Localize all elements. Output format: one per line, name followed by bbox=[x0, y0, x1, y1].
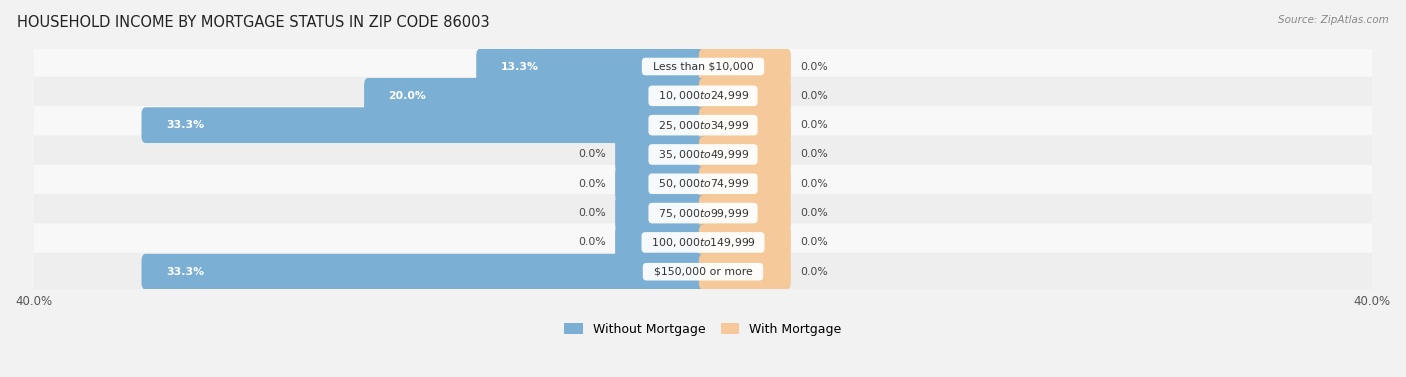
Text: 0.0%: 0.0% bbox=[800, 267, 828, 277]
FancyBboxPatch shape bbox=[364, 78, 707, 114]
FancyBboxPatch shape bbox=[699, 107, 790, 143]
Text: $10,000 to $24,999: $10,000 to $24,999 bbox=[652, 89, 754, 102]
FancyBboxPatch shape bbox=[699, 136, 790, 172]
Text: 0.0%: 0.0% bbox=[578, 179, 606, 189]
FancyBboxPatch shape bbox=[616, 225, 707, 260]
FancyBboxPatch shape bbox=[699, 225, 790, 260]
Text: 20.0%: 20.0% bbox=[388, 91, 426, 101]
FancyBboxPatch shape bbox=[14, 223, 1392, 262]
FancyBboxPatch shape bbox=[699, 195, 790, 231]
Text: 0.0%: 0.0% bbox=[800, 61, 828, 72]
Text: $100,000 to $149,999: $100,000 to $149,999 bbox=[645, 236, 761, 249]
FancyBboxPatch shape bbox=[616, 136, 707, 172]
FancyBboxPatch shape bbox=[14, 135, 1392, 173]
Text: 0.0%: 0.0% bbox=[800, 91, 828, 101]
FancyBboxPatch shape bbox=[477, 49, 707, 84]
Text: $25,000 to $34,999: $25,000 to $34,999 bbox=[652, 119, 754, 132]
Text: 0.0%: 0.0% bbox=[800, 120, 828, 130]
Text: 0.0%: 0.0% bbox=[578, 149, 606, 159]
FancyBboxPatch shape bbox=[699, 78, 790, 114]
FancyBboxPatch shape bbox=[699, 49, 790, 84]
FancyBboxPatch shape bbox=[14, 165, 1392, 203]
FancyBboxPatch shape bbox=[14, 77, 1392, 115]
FancyBboxPatch shape bbox=[616, 166, 707, 202]
Text: Source: ZipAtlas.com: Source: ZipAtlas.com bbox=[1278, 15, 1389, 25]
FancyBboxPatch shape bbox=[14, 194, 1392, 232]
FancyBboxPatch shape bbox=[699, 166, 790, 202]
FancyBboxPatch shape bbox=[142, 254, 707, 290]
Text: $35,000 to $49,999: $35,000 to $49,999 bbox=[652, 148, 754, 161]
Text: 0.0%: 0.0% bbox=[800, 179, 828, 189]
FancyBboxPatch shape bbox=[616, 195, 707, 231]
Legend: Without Mortgage, With Mortgage: Without Mortgage, With Mortgage bbox=[564, 323, 842, 336]
Text: $150,000 or more: $150,000 or more bbox=[647, 267, 759, 277]
FancyBboxPatch shape bbox=[14, 106, 1392, 144]
FancyBboxPatch shape bbox=[142, 107, 707, 143]
Text: 33.3%: 33.3% bbox=[166, 120, 204, 130]
FancyBboxPatch shape bbox=[14, 48, 1392, 86]
Text: 0.0%: 0.0% bbox=[578, 208, 606, 218]
Text: 33.3%: 33.3% bbox=[166, 267, 204, 277]
Text: 13.3%: 13.3% bbox=[501, 61, 538, 72]
Text: 0.0%: 0.0% bbox=[800, 208, 828, 218]
Text: $50,000 to $74,999: $50,000 to $74,999 bbox=[652, 177, 754, 190]
FancyBboxPatch shape bbox=[14, 253, 1392, 291]
Text: 0.0%: 0.0% bbox=[800, 238, 828, 247]
Text: $75,000 to $99,999: $75,000 to $99,999 bbox=[652, 207, 754, 219]
Text: HOUSEHOLD INCOME BY MORTGAGE STATUS IN ZIP CODE 86003: HOUSEHOLD INCOME BY MORTGAGE STATUS IN Z… bbox=[17, 15, 489, 30]
Text: Less than $10,000: Less than $10,000 bbox=[645, 61, 761, 72]
Text: 0.0%: 0.0% bbox=[578, 238, 606, 247]
Text: 0.0%: 0.0% bbox=[800, 149, 828, 159]
FancyBboxPatch shape bbox=[699, 254, 790, 290]
